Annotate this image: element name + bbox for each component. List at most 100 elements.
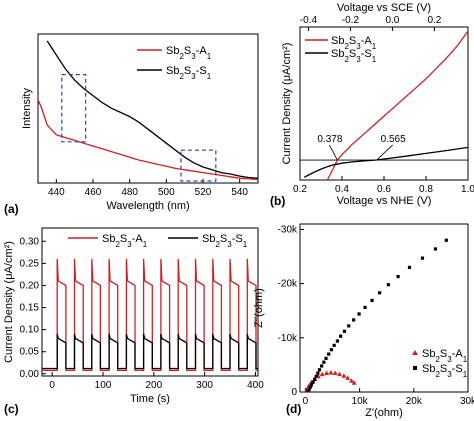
panel-a-xtick-label: 460 — [85, 187, 102, 198]
panel-d-point-1 — [311, 380, 315, 384]
panel-b-series-1 — [303, 146, 469, 178]
panel-a-xtick-label: 520 — [195, 187, 212, 198]
panel-d-ytick-label: -10k — [278, 333, 298, 344]
panel-d-point-1 — [314, 374, 318, 378]
panel-b-x2label: Voltage vs SCE (V) — [337, 2, 431, 14]
panel-d-ylabel: Z''(ohm) — [253, 288, 265, 328]
panel-d-xtick-label: 0 — [303, 396, 309, 407]
panel-b-xtick-label: 1.0 — [461, 184, 474, 195]
panel-d-frame — [299, 223, 469, 393]
panel-d-point-0 — [348, 378, 354, 383]
panel-c-xtick-label: 300 — [196, 380, 213, 391]
panel-d-point-1 — [332, 343, 336, 347]
panel-d-point-1 — [320, 364, 324, 368]
panel-a-ylabel: Intensity — [21, 88, 33, 129]
panel-b-x2tick-label: 0.0 — [385, 15, 399, 26]
panel-d-point-0 — [345, 375, 351, 380]
panel-d-ytick-label: -20k — [278, 279, 298, 290]
panel-d-point-1 — [386, 283, 390, 287]
panel-d-point-0 — [341, 373, 347, 378]
panel-d-xtick-label: 10k — [352, 396, 369, 407]
panel-c-ytick-label: 0.00 — [20, 369, 40, 380]
panel-d-point-1 — [308, 385, 312, 389]
panel-b-xtick-label: 0.8 — [419, 184, 433, 195]
panel-c: 0 100 200 300 400 0.00 0.05 0.10 0.15 0.20 0.25 0.3… — [3, 227, 264, 416]
panel-a-legend-label-0: Sb2S3-A1 — [166, 45, 212, 61]
panel-d-point-1 — [342, 329, 347, 333]
panel-b-annotation-0: 0.378 — [317, 134, 342, 145]
panel-b-x2tick-label: 0.2 — [427, 15, 441, 26]
panel-d-point-1 — [352, 318, 356, 322]
panel-c-xtick-label: 200 — [145, 380, 162, 391]
panel-d-point-1 — [313, 377, 317, 382]
panel-b-label: (b) — [270, 194, 285, 208]
panel-d-point-1 — [363, 305, 367, 310]
panel-c-ytick-label: 0.20 — [20, 280, 40, 291]
panel-d-point-1 — [322, 360, 326, 364]
panel-d-point-1 — [378, 291, 382, 295]
panel-d-point-0 — [328, 369, 334, 375]
panel-d-ytick-label: 0 — [291, 387, 297, 398]
panel-b-legend-label-1: Sb2S3-S1 — [331, 48, 377, 64]
panel-d-point-1 — [433, 247, 438, 251]
panel-c-ytick-label: 0.15 — [20, 303, 40, 314]
panel-a-xtick-label: 440 — [48, 187, 65, 198]
panel-a-highlight-box-0 — [61, 73, 87, 143]
panel-d-point-1 — [420, 256, 425, 260]
panel-d-point-1 — [306, 389, 310, 393]
panel-c-series-0 — [42, 258, 258, 371]
panel-b-xlabel: Voltage vs NHE (V) — [337, 195, 432, 207]
panel-d-point-1 — [347, 324, 351, 328]
panel-c-ytick-label: 0.10 — [20, 325, 40, 336]
panel-a-frame — [37, 33, 259, 184]
panel-d-legend-label-1: Sb2S3-S1 — [422, 363, 468, 379]
panel-c-xtick-label: 400 — [247, 380, 264, 391]
panel-d-xlabel: Z'(ohm) — [365, 407, 403, 419]
panel-b-xtick-label: 0.2 — [293, 184, 307, 195]
panel-d-point-0 — [351, 380, 357, 385]
panel-c-ylabel: Current Density (μA/cm²) — [3, 241, 15, 363]
panel-d-legend-marker-0 — [412, 350, 418, 355]
panel-d-ytick-label: -30k — [278, 224, 298, 235]
panel-c-legend-label-1: Sb2S3-S1 — [202, 233, 248, 249]
panel-a-highlight-box-1 — [180, 149, 217, 182]
panel-b-xtick-label: 0.6 — [377, 184, 391, 195]
panel-a: 440 460 480 500 520 540 Wavelength (nm) Intensi… — [4, 33, 259, 216]
panel-a-xtick-label: 540 — [231, 187, 248, 198]
panel-d-point-1 — [316, 371, 320, 375]
panel-d-point-1 — [357, 312, 361, 316]
panel-a-series-1 — [46, 40, 259, 179]
panel-b-ylabel: Current Density (μA/cm²) — [281, 43, 293, 165]
panel-c-series-1 — [42, 333, 258, 370]
panel-d-point-0 — [337, 371, 343, 377]
panel-d-point-1 — [329, 348, 334, 352]
panel-d-label: (d) — [286, 402, 301, 416]
panel-c-ytick-label: 0.05 — [20, 347, 40, 358]
panel-d-legend-marker-1 — [413, 366, 417, 370]
panel-d-point-1 — [327, 352, 331, 356]
panel-c-ytick-label: 0.30 — [20, 236, 40, 247]
panel-b-annotation-pointer-0 — [329, 144, 338, 161]
panel-d-point-1 — [307, 387, 311, 391]
panel-d-point-1 — [370, 298, 374, 303]
panel-b-xtick-label: 0.4 — [335, 184, 349, 195]
panel-c-xtick-label: 0 — [49, 380, 55, 391]
panel-d-point-1 — [324, 356, 328, 360]
panel-b-legend-label-0: Sb2S3-A1 — [331, 35, 377, 51]
panel-d-point-1 — [309, 383, 313, 387]
panel-c-xtick-label: 100 — [95, 380, 112, 391]
panel-d: 0 10k 20k 30k 0 -10k -20k -30k Z'(ohm) Z''(ohm) Sb… — [253, 223, 474, 419]
panel-c-ytick-label: 0.25 — [20, 258, 40, 269]
panel-b-x2tick-label: -0.4 — [300, 15, 318, 26]
panel-a-xtick-label: 480 — [121, 187, 138, 198]
panel-c-legend-label-0: Sb2S3-A1 — [102, 233, 148, 249]
panel-c-frame — [41, 227, 259, 377]
panel-d-xtick-label: 20k — [406, 396, 423, 407]
panel-d-point-1 — [339, 334, 343, 338]
panel-d-point-0 — [332, 370, 338, 376]
panel-d-point-1 — [335, 339, 339, 343]
panel-a-xlabel: Wavelength (nm) — [106, 200, 189, 212]
panel-d-xtick-label: 30k — [460, 396, 474, 407]
panel-b-frame — [299, 26, 469, 181]
